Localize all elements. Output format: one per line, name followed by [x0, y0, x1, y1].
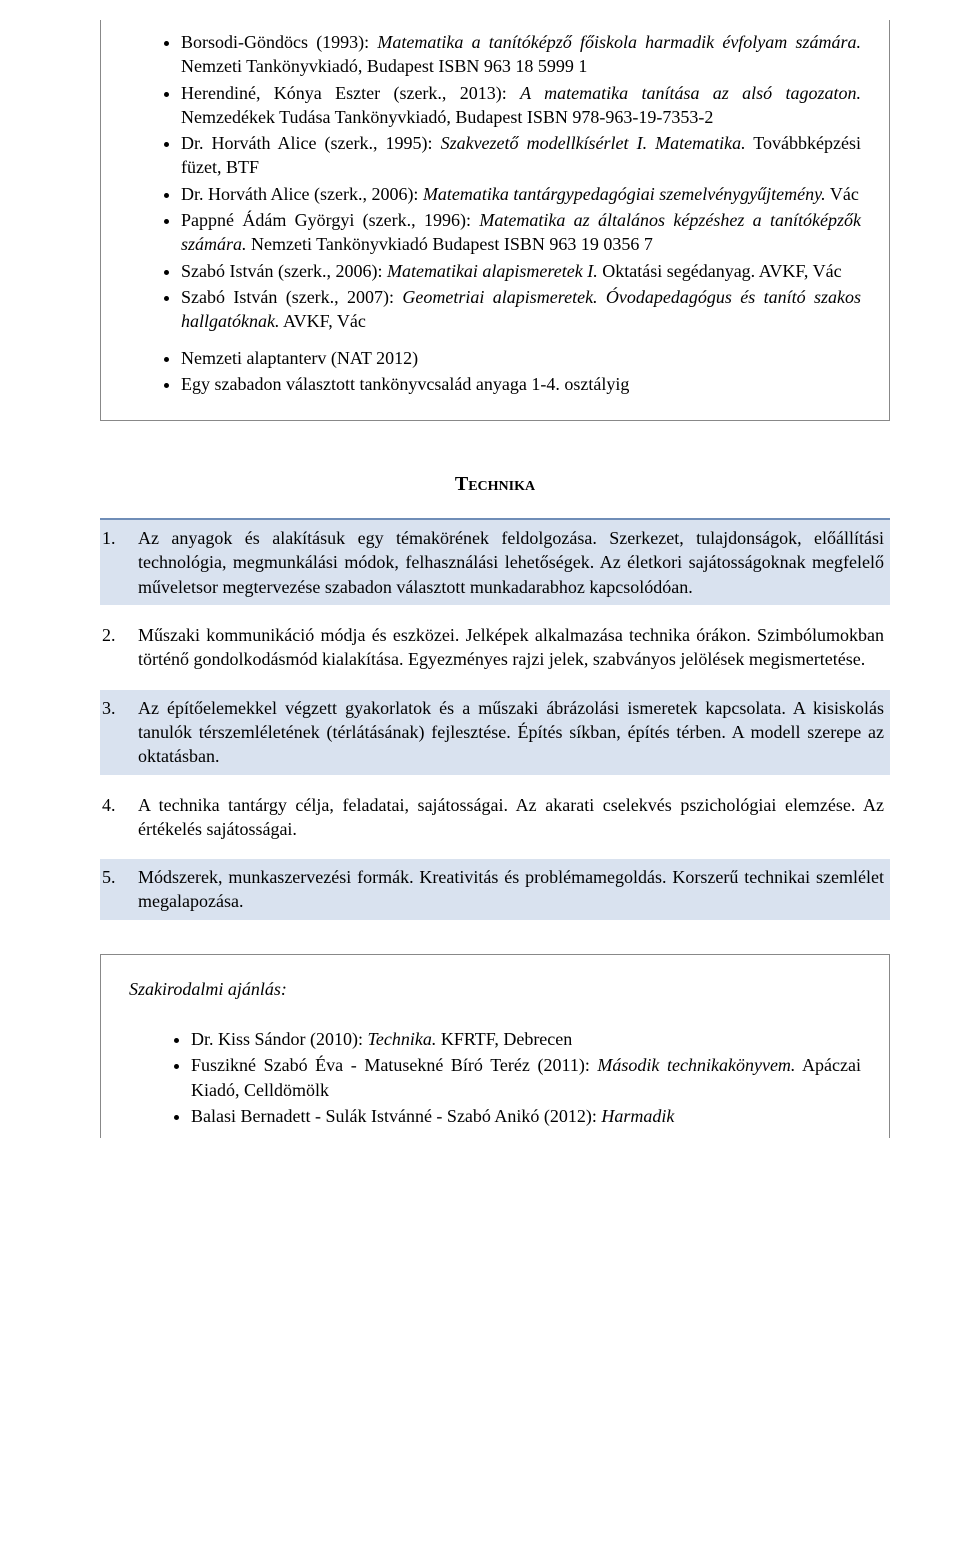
list-row: 4. A technika tantárgy célja, feladatai,…	[100, 787, 890, 848]
bib-item: Herendiné, Kónya Eszter (szerk., 2013): …	[181, 81, 861, 130]
page-container: Borsodi-Göndöcs (1993): Matematika a tan…	[0, 0, 960, 1178]
bib-title-italic: Matematikai alapismeretek I.	[387, 261, 598, 281]
list-number: 3.	[100, 690, 132, 775]
list-number: 5.	[100, 859, 132, 920]
bib-post: Nemzeti Tankönyvkiadó Budapest ISBN 963 …	[247, 234, 653, 254]
bib-post: Vác	[826, 184, 859, 204]
list-text: A technika tantárgy célja, feladatai, sa…	[132, 787, 890, 848]
bib-pre: Szabó István (szerk., 2007):	[181, 287, 402, 307]
bib-title-italic: Matematika a tanítóképző főiskola harmad…	[377, 32, 861, 52]
list-text: Az építőelemekkel végzett gyakorlatok és…	[132, 690, 890, 775]
bib-pre: Herendiné, Kónya Eszter (szerk., 2013):	[181, 83, 520, 103]
list-row: 5. Módszerek, munkaszervezési formák. Kr…	[100, 859, 890, 920]
technika-numbered-list: 1. Az anyagok és alakításuk egy témaköré…	[100, 520, 890, 920]
bib-title-italic: Második technikakönyvem.	[597, 1055, 795, 1075]
bib-pre: Szabó István (szerk., 2006):	[181, 261, 387, 281]
bib-item: Nemzeti alaptanterv (NAT 2012)	[181, 346, 861, 370]
bib-item: Dr. Kiss Sándor (2010): Technika. KFRTF,…	[191, 1027, 861, 1051]
bib-pre: Pappné Ádám Györgyi (szerk., 1996):	[181, 210, 479, 230]
bib-post: Nemzeti Tankönyvkiadó, Budapest ISBN 963…	[181, 56, 587, 76]
bib-item: Szabó István (szerk., 2006): Matematikai…	[181, 259, 861, 283]
bib-item: Fuszikné Szabó Éva - Matusekné Bíró Teré…	[191, 1053, 861, 1102]
bib-item: Dr. Horváth Alice (szerk., 2006): Matema…	[181, 182, 861, 206]
bib-pre: Dr. Horváth Alice (szerk., 1995):	[181, 133, 441, 153]
bottom-bibliography-list: Dr. Kiss Sándor (2010): Technika. KFRTF,…	[129, 1027, 861, 1128]
list-row: 3. Az építőelemekkel végzett gyakorlatok…	[100, 690, 890, 775]
bib-pre: Fuszikné Szabó Éva - Matusekné Bíró Teré…	[191, 1055, 597, 1075]
section-heading-technika: Technika	[100, 471, 890, 498]
bib-item: Dr. Horváth Alice (szerk., 1995): Szakve…	[181, 131, 861, 180]
list-number: 1.	[100, 520, 132, 605]
bottom-bibliography-box: Szakirodalmi ajánlás: Dr. Kiss Sándor (2…	[100, 954, 890, 1138]
bib-pre: Balasi Bernadett - Sulák Istvánné - Szab…	[191, 1106, 601, 1126]
bib-title-italic: Technika.	[368, 1029, 437, 1049]
bib-title-italic: Szakvezető modellkísérlet I. Matematika.	[441, 133, 746, 153]
bib-post: KFRTF, Debrecen	[436, 1029, 572, 1049]
spacer	[159, 336, 861, 346]
bib-post: Oktatási segédanyag. AVKF, Vác	[598, 261, 842, 281]
list-text: Műszaki kommunikáció módja és eszközei. …	[132, 617, 890, 678]
list-row: 2. Műszaki kommunikáció módja és eszköze…	[100, 617, 890, 678]
list-text: Módszerek, munkaszervezési formák. Kreat…	[132, 859, 890, 920]
bib-title-italic: Harmadik	[601, 1106, 674, 1126]
bibliography-heading: Szakirodalmi ajánlás:	[129, 977, 861, 1001]
bib-item: Pappné Ádám Györgyi (szerk., 1996): Mate…	[181, 208, 861, 257]
bib-post: AVKF, Vác	[279, 311, 365, 331]
list-row: 1. Az anyagok és alakításuk egy témaköré…	[100, 520, 890, 605]
list-number: 4.	[100, 787, 132, 848]
bib-pre: Borsodi-Göndöcs (1993):	[181, 32, 377, 52]
bib-item: Balasi Bernadett - Sulák Istvánné - Szab…	[191, 1104, 861, 1128]
bib-pre: Dr. Kiss Sándor (2010):	[191, 1029, 368, 1049]
bib-post: Nemzedékek Tudása Tankönyvkiadó, Budapes…	[181, 107, 713, 127]
top-bibliography-list: Borsodi-Göndöcs (1993): Matematika a tan…	[159, 30, 861, 334]
top-bibliography-box: Borsodi-Göndöcs (1993): Matematika a tan…	[100, 20, 890, 421]
bib-item: Szabó István (szerk., 2007): Geometriai …	[181, 285, 861, 334]
bib-title-italic: A matematika tanítása az alsó tagozaton.	[520, 83, 861, 103]
list-number: 2.	[100, 617, 132, 678]
bib-title-italic: Matematika tantárgypedagógiai szemelvény…	[423, 184, 826, 204]
bib-item: Borsodi-Göndöcs (1993): Matematika a tan…	[181, 30, 861, 79]
bib-pre: Dr. Horváth Alice (szerk., 2006):	[181, 184, 423, 204]
top-extra-list: Nemzeti alaptanterv (NAT 2012) Egy szaba…	[159, 346, 861, 397]
list-text: Az anyagok és alakításuk egy témakörének…	[132, 520, 890, 605]
bib-item: Egy szabadon választott tankönyvcsalád a…	[181, 372, 861, 396]
